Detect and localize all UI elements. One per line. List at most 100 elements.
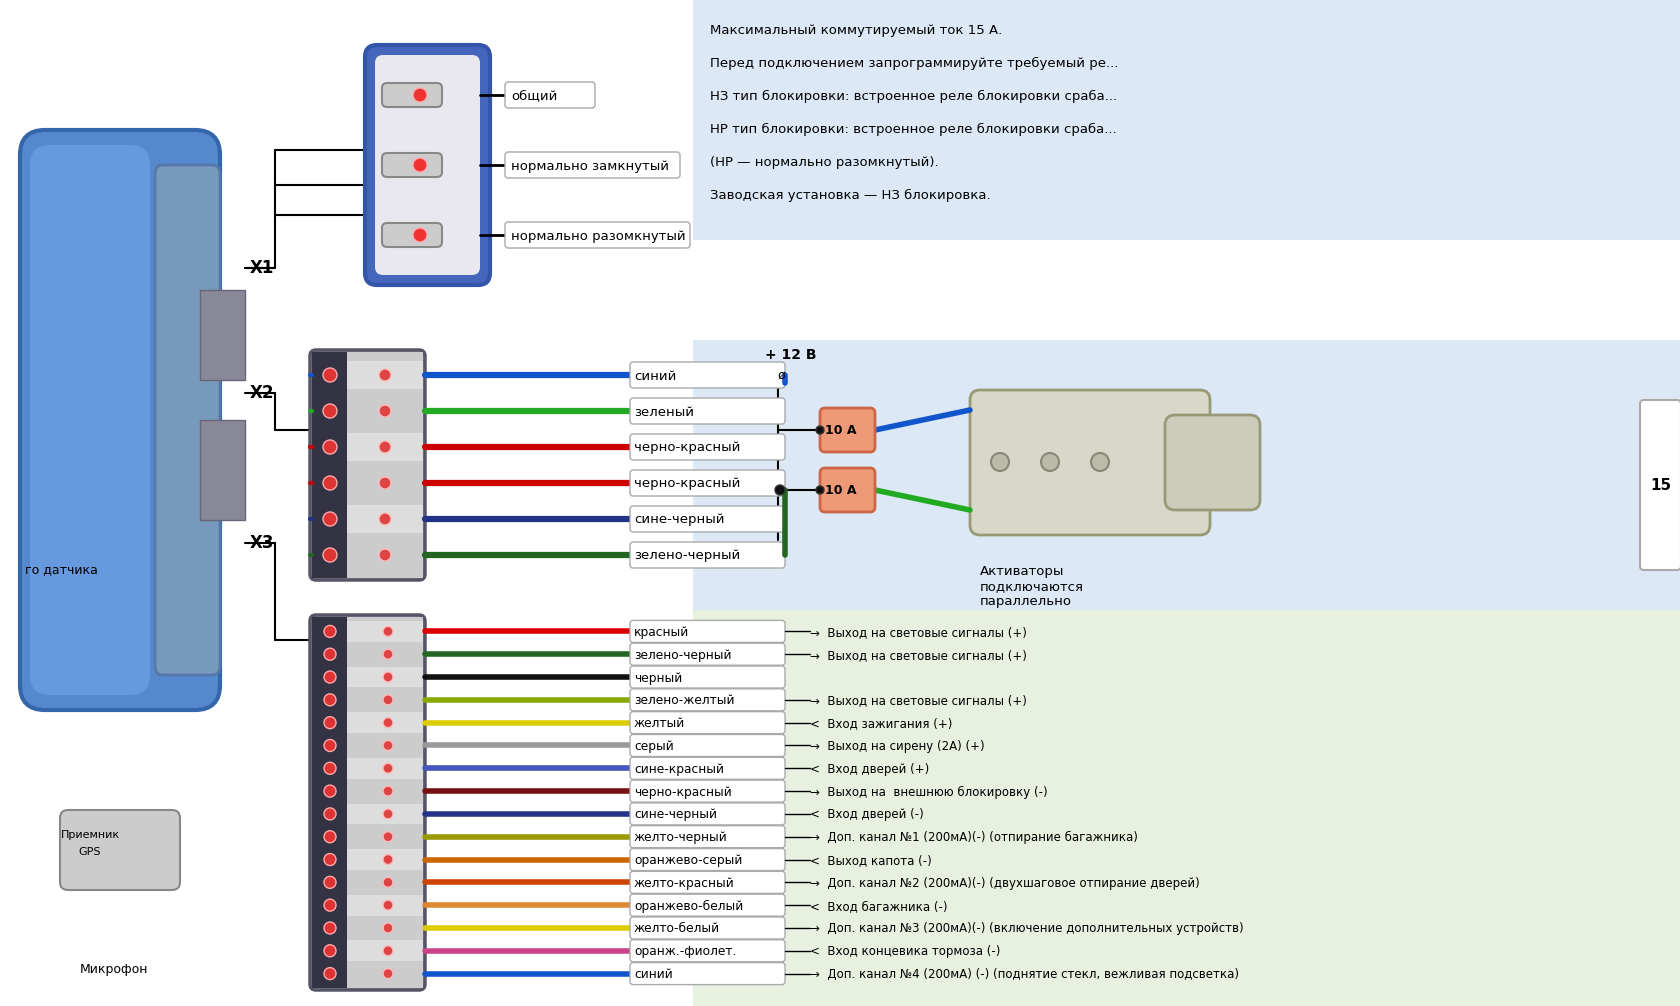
Text: оранж.-фиолет.: оранж.-фиолет.	[633, 946, 736, 959]
Bar	[346, 667, 423, 687]
Circle shape	[324, 899, 336, 911]
FancyBboxPatch shape	[630, 542, 785, 568]
Circle shape	[378, 513, 391, 525]
Circle shape	[324, 626, 336, 638]
Circle shape	[383, 946, 393, 956]
Circle shape	[324, 716, 336, 728]
Text: желто-красный: желто-красный	[633, 877, 734, 890]
Circle shape	[383, 717, 393, 727]
Text: сине-красный: сине-красный	[633, 763, 724, 776]
Text: GPS: GPS	[79, 847, 101, 857]
Circle shape	[323, 404, 336, 418]
Circle shape	[324, 739, 336, 751]
Bar	[312, 352, 346, 578]
Text: →  Доп. канал №4 (200мА) (-) (поднятие стекл, вежливая подсветка): → Доп. канал №4 (200мА) (-) (поднятие ст…	[810, 968, 1238, 981]
Text: синий: синий	[633, 968, 672, 981]
Text: →  Выход на сирену (2А) (+): → Выход на сирену (2А) (+)	[810, 740, 984, 752]
Bar	[346, 397, 423, 425]
Text: →  Доп. канал №3 (200мА)(-) (включение дополнительных устройств): → Доп. канал №3 (200мА)(-) (включение до…	[810, 923, 1243, 936]
Bar	[346, 541, 423, 569]
FancyBboxPatch shape	[630, 758, 785, 780]
Bar	[692, 340, 1680, 610]
Bar	[692, 610, 1680, 1006]
Text: X1: X1	[250, 259, 274, 277]
Text: желто-белый: желто-белый	[633, 923, 719, 936]
FancyBboxPatch shape	[969, 390, 1210, 535]
Bar	[312, 617, 346, 988]
Text: →  Доп. канал №1 (200мА)(-) (отпирание багажника): → Доп. канал №1 (200мА)(-) (отпирание ба…	[810, 831, 1137, 844]
FancyBboxPatch shape	[60, 810, 180, 890]
Text: <  Вход дверей (-): < Вход дверей (-)	[810, 809, 924, 822]
Bar	[346, 963, 423, 984]
Circle shape	[324, 876, 336, 888]
Circle shape	[323, 440, 336, 454]
Text: →  Выход на световые сигналы (+): → Выход на световые сигналы (+)	[810, 694, 1026, 707]
FancyBboxPatch shape	[365, 45, 489, 285]
Text: <  Вход багажника (-): < Вход багажника (-)	[810, 899, 948, 912]
Circle shape	[383, 832, 393, 842]
Circle shape	[323, 548, 336, 562]
FancyBboxPatch shape	[504, 82, 595, 108]
Circle shape	[378, 369, 391, 381]
Bar	[346, 917, 423, 939]
Text: общий: общий	[511, 90, 558, 103]
Text: желтый: желтый	[633, 717, 685, 730]
Circle shape	[383, 672, 393, 682]
Circle shape	[324, 785, 336, 797]
Bar	[346, 621, 423, 642]
Circle shape	[324, 671, 336, 683]
Text: черно-красный: черно-красный	[633, 786, 731, 799]
Bar	[346, 826, 423, 847]
FancyBboxPatch shape	[630, 916, 785, 939]
FancyBboxPatch shape	[630, 711, 785, 733]
Bar	[346, 505, 423, 533]
FancyBboxPatch shape	[630, 666, 785, 688]
FancyBboxPatch shape	[155, 165, 220, 675]
Circle shape	[774, 485, 785, 495]
Text: 10 А: 10 А	[825, 485, 857, 498]
FancyBboxPatch shape	[630, 734, 785, 757]
Text: ø: ø	[778, 368, 785, 381]
Bar	[200, 420, 245, 520]
Text: X2: X2	[250, 384, 274, 402]
FancyBboxPatch shape	[630, 470, 785, 496]
Circle shape	[413, 88, 427, 102]
FancyBboxPatch shape	[630, 940, 785, 962]
Text: <  Вход дверей (+): < Вход дверей (+)	[810, 763, 929, 776]
Circle shape	[323, 476, 336, 490]
Circle shape	[413, 158, 427, 172]
Text: X3: X3	[250, 534, 274, 552]
FancyBboxPatch shape	[504, 152, 680, 178]
FancyBboxPatch shape	[630, 362, 785, 388]
Text: оранжево-серый: оранжево-серый	[633, 854, 743, 867]
Circle shape	[324, 831, 336, 843]
Text: →  Доп. канал №2 (200мА)(-) (двухшаговое отпирание дверей): → Доп. канал №2 (200мА)(-) (двухшаговое …	[810, 877, 1200, 890]
Text: зелено-черный: зелено-черный	[633, 649, 731, 662]
Bar	[346, 712, 423, 733]
Bar	[346, 894, 423, 915]
Circle shape	[323, 512, 336, 526]
Bar	[346, 433, 423, 461]
Bar	[200, 290, 245, 380]
FancyBboxPatch shape	[630, 848, 785, 870]
Bar	[346, 758, 423, 779]
Circle shape	[383, 786, 393, 796]
FancyBboxPatch shape	[309, 615, 425, 990]
Text: →  Выход на  внешнюю блокировку (-): → Выход на внешнюю блокировку (-)	[810, 786, 1047, 799]
FancyBboxPatch shape	[630, 963, 785, 985]
Text: 10 А: 10 А	[825, 425, 857, 438]
Bar	[346, 689, 423, 710]
Text: Заводская установка — НЗ блокировка.: Заводская установка — НЗ блокировка.	[709, 188, 990, 201]
Circle shape	[383, 854, 393, 864]
Text: сине-черный: сине-черный	[633, 513, 724, 526]
Circle shape	[324, 763, 336, 775]
Text: серый: серый	[633, 740, 674, 752]
Text: нормально разомкнутый: нормально разомкнутый	[511, 229, 685, 242]
Circle shape	[383, 695, 393, 705]
Circle shape	[991, 453, 1008, 471]
Text: черно-красный: черно-красный	[633, 478, 739, 491]
Circle shape	[324, 945, 336, 957]
Bar	[346, 781, 423, 802]
FancyBboxPatch shape	[504, 222, 689, 248]
Text: →  Выход на световые сигналы (+): → Выход на световые сигналы (+)	[810, 626, 1026, 639]
